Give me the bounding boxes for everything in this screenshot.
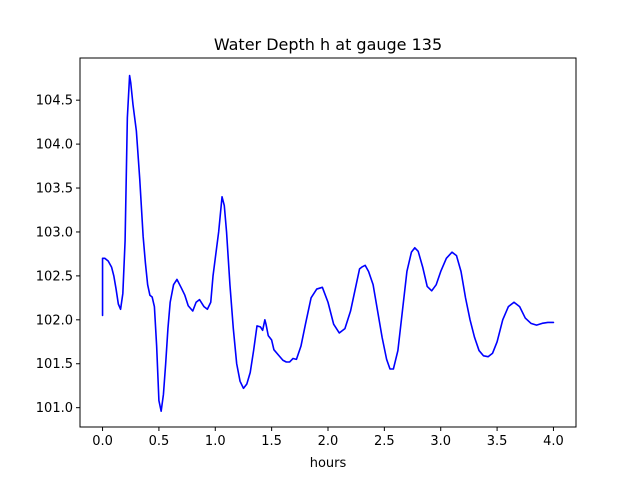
x-tick-label: 1.0 [205,434,226,449]
series-line-0 [101,74,555,412]
x-axis-label: hours [310,456,347,471]
x-axis: 0.0 0.5 1.0 1.5 2.0 2.5 3.0 3.5 4.0 [92,427,564,449]
y-tick-label: 104.5 [36,94,73,109]
y-tick-label: 101.5 [36,357,73,372]
y-tick-label: 103.5 [36,182,73,197]
x-tick-label: 3.0 [430,434,451,449]
y-tick-label: 102.5 [36,269,73,284]
y-axis: 101.0 101.5 102.0 102.5 103.0 103.5 104.0 104.5 [36,94,80,416]
y-tick-label: 104.0 [36,138,73,153]
x-tick-label: 3.5 [487,434,508,449]
x-tick-label: 4.0 [543,434,564,449]
x-tick-label: 2.0 [318,434,339,449]
y-tick-label: 102.0 [36,313,73,328]
y-tick-label: 103.0 [36,225,73,240]
x-tick-label: 2.5 [374,434,395,449]
x-tick-label: 0.5 [149,434,170,449]
series-layer [101,74,555,412]
x-tick-label: 1.5 [261,434,282,449]
chart-title: Water Depth h at gauge 135 [214,35,442,54]
y-tick-label: 101.0 [36,401,73,416]
x-tick-label: 0.0 [92,434,113,449]
